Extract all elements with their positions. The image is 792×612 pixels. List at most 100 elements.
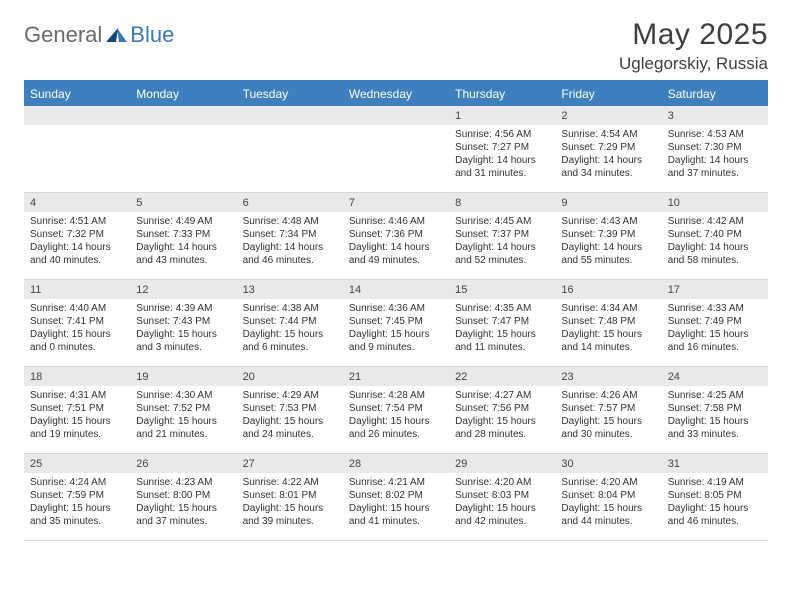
daylight-text-2: and 0 minutes. xyxy=(30,341,124,354)
daylight-text-2: and 43 minutes. xyxy=(136,254,230,267)
header: General Blue May 2025 Uglegorskiy, Russi… xyxy=(24,18,768,74)
daylight-text-2: and 40 minutes. xyxy=(30,254,124,267)
day-cell: 30Sunrise: 4:20 AMSunset: 8:04 PMDayligh… xyxy=(555,454,661,540)
day-cell: 19Sunrise: 4:30 AMSunset: 7:52 PMDayligh… xyxy=(130,367,236,453)
sunset-text: Sunset: 7:27 PM xyxy=(455,141,549,154)
sunset-text: Sunset: 7:37 PM xyxy=(455,228,549,241)
daylight-text-1: Daylight: 14 hours xyxy=(455,241,549,254)
day-cell: 1Sunrise: 4:56 AMSunset: 7:27 PMDaylight… xyxy=(449,106,555,192)
day-number: 6 xyxy=(237,193,343,212)
day-details: Sunrise: 4:45 AMSunset: 7:37 PMDaylight:… xyxy=(449,212,555,272)
sunset-text: Sunset: 7:33 PM xyxy=(136,228,230,241)
day-cell: 27Sunrise: 4:22 AMSunset: 8:01 PMDayligh… xyxy=(237,454,343,540)
sunset-text: Sunset: 7:44 PM xyxy=(243,315,337,328)
sunset-text: Sunset: 7:36 PM xyxy=(349,228,443,241)
daylight-text-1: Daylight: 15 hours xyxy=(243,502,337,515)
daylight-text-2: and 33 minutes. xyxy=(668,428,762,441)
daylight-text-2: and 11 minutes. xyxy=(455,341,549,354)
day-number xyxy=(237,106,343,125)
day-cell: 4Sunrise: 4:51 AMSunset: 7:32 PMDaylight… xyxy=(24,193,130,279)
month-title: May 2025 xyxy=(619,18,768,52)
day-details: Sunrise: 4:34 AMSunset: 7:48 PMDaylight:… xyxy=(555,299,661,359)
day-cell: 16Sunrise: 4:34 AMSunset: 7:48 PMDayligh… xyxy=(555,280,661,366)
day-number: 5 xyxy=(130,193,236,212)
day-cell: 10Sunrise: 4:42 AMSunset: 7:40 PMDayligh… xyxy=(662,193,768,279)
day-number: 4 xyxy=(24,193,130,212)
day-details: Sunrise: 4:42 AMSunset: 7:40 PMDaylight:… xyxy=(662,212,768,272)
daylight-text-2: and 41 minutes. xyxy=(349,515,443,528)
sunrise-text: Sunrise: 4:49 AM xyxy=(136,215,230,228)
daylight-text-2: and 52 minutes. xyxy=(455,254,549,267)
day-details: Sunrise: 4:30 AMSunset: 7:52 PMDaylight:… xyxy=(130,386,236,446)
sunset-text: Sunset: 7:47 PM xyxy=(455,315,549,328)
day-number: 15 xyxy=(449,280,555,299)
sunrise-text: Sunrise: 4:39 AM xyxy=(136,302,230,315)
day-cell: 18Sunrise: 4:31 AMSunset: 7:51 PMDayligh… xyxy=(24,367,130,453)
day-details: Sunrise: 4:28 AMSunset: 7:54 PMDaylight:… xyxy=(343,386,449,446)
daylight-text-2: and 46 minutes. xyxy=(243,254,337,267)
sunrise-text: Sunrise: 4:43 AM xyxy=(561,215,655,228)
day-number: 11 xyxy=(24,280,130,299)
day-number: 1 xyxy=(449,106,555,125)
location-label: Uglegorskiy, Russia xyxy=(619,54,768,74)
sunset-text: Sunset: 7:53 PM xyxy=(243,402,337,415)
daylight-text-1: Daylight: 15 hours xyxy=(349,415,443,428)
sunset-text: Sunset: 8:00 PM xyxy=(136,489,230,502)
sunrise-text: Sunrise: 4:54 AM xyxy=(561,128,655,141)
day-cell: 24Sunrise: 4:25 AMSunset: 7:58 PMDayligh… xyxy=(662,367,768,453)
sunrise-text: Sunrise: 4:20 AM xyxy=(455,476,549,489)
daylight-text-1: Daylight: 14 hours xyxy=(561,241,655,254)
day-cell xyxy=(24,106,130,192)
day-number: 17 xyxy=(662,280,768,299)
day-details: Sunrise: 4:43 AMSunset: 7:39 PMDaylight:… xyxy=(555,212,661,272)
calendar: Sunday Monday Tuesday Wednesday Thursday… xyxy=(24,80,768,541)
weekday-wednesday: Wednesday xyxy=(343,82,449,106)
day-details: Sunrise: 4:31 AMSunset: 7:51 PMDaylight:… xyxy=(24,386,130,446)
day-cell xyxy=(237,106,343,192)
daylight-text-2: and 55 minutes. xyxy=(561,254,655,267)
day-cell: 26Sunrise: 4:23 AMSunset: 8:00 PMDayligh… xyxy=(130,454,236,540)
daylight-text-1: Daylight: 14 hours xyxy=(668,154,762,167)
daylight-text-1: Daylight: 15 hours xyxy=(136,502,230,515)
week-row: 18Sunrise: 4:31 AMSunset: 7:51 PMDayligh… xyxy=(24,367,768,454)
daylight-text-2: and 31 minutes. xyxy=(455,167,549,180)
sunset-text: Sunset: 7:58 PM xyxy=(668,402,762,415)
day-details: Sunrise: 4:24 AMSunset: 7:59 PMDaylight:… xyxy=(24,473,130,533)
logo: General Blue xyxy=(24,22,174,48)
day-number: 29 xyxy=(449,454,555,473)
daylight-text-2: and 42 minutes. xyxy=(455,515,549,528)
day-cell: 5Sunrise: 4:49 AMSunset: 7:33 PMDaylight… xyxy=(130,193,236,279)
daylight-text-1: Daylight: 14 hours xyxy=(455,154,549,167)
day-details: Sunrise: 4:19 AMSunset: 8:05 PMDaylight:… xyxy=(662,473,768,533)
day-cell: 23Sunrise: 4:26 AMSunset: 7:57 PMDayligh… xyxy=(555,367,661,453)
day-number: 7 xyxy=(343,193,449,212)
sunset-text: Sunset: 7:41 PM xyxy=(30,315,124,328)
sunrise-text: Sunrise: 4:27 AM xyxy=(455,389,549,402)
daylight-text-2: and 9 minutes. xyxy=(349,341,443,354)
weekday-tuesday: Tuesday xyxy=(237,82,343,106)
daylight-text-1: Daylight: 15 hours xyxy=(668,328,762,341)
day-details: Sunrise: 4:48 AMSunset: 7:34 PMDaylight:… xyxy=(237,212,343,272)
sunset-text: Sunset: 7:56 PM xyxy=(455,402,549,415)
day-details: Sunrise: 4:38 AMSunset: 7:44 PMDaylight:… xyxy=(237,299,343,359)
sunrise-text: Sunrise: 4:36 AM xyxy=(349,302,443,315)
day-details xyxy=(24,125,130,133)
sunrise-text: Sunrise: 4:19 AM xyxy=(668,476,762,489)
sunrise-text: Sunrise: 4:28 AM xyxy=(349,389,443,402)
sunset-text: Sunset: 8:01 PM xyxy=(243,489,337,502)
daylight-text-1: Daylight: 15 hours xyxy=(30,502,124,515)
sunrise-text: Sunrise: 4:42 AM xyxy=(668,215,762,228)
day-number: 16 xyxy=(555,280,661,299)
week-row: 1Sunrise: 4:56 AMSunset: 7:27 PMDaylight… xyxy=(24,106,768,193)
day-number xyxy=(130,106,236,125)
logo-triangle-icon-2 xyxy=(117,28,127,42)
sunrise-text: Sunrise: 4:38 AM xyxy=(243,302,337,315)
daylight-text-2: and 24 minutes. xyxy=(243,428,337,441)
daylight-text-2: and 44 minutes. xyxy=(561,515,655,528)
day-number: 12 xyxy=(130,280,236,299)
sunrise-text: Sunrise: 4:45 AM xyxy=(455,215,549,228)
day-cell: 15Sunrise: 4:35 AMSunset: 7:47 PMDayligh… xyxy=(449,280,555,366)
day-number: 22 xyxy=(449,367,555,386)
day-number: 8 xyxy=(449,193,555,212)
sunrise-text: Sunrise: 4:40 AM xyxy=(30,302,124,315)
